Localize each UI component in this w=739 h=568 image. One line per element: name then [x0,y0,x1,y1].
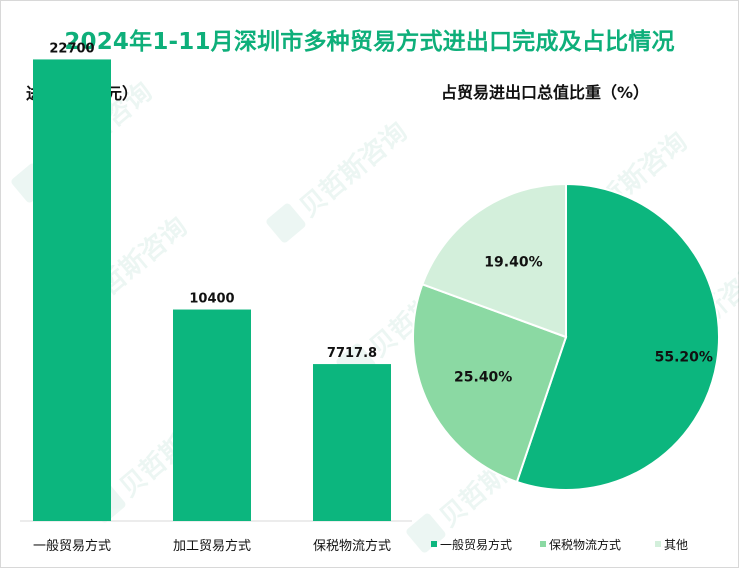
bar-category-label: 保税物流方式 [313,538,391,554]
bar-value-label: 7717.8 [327,346,377,361]
bar [313,364,391,521]
pie-slice [515,182,720,491]
pie-slice [412,282,568,484]
watermark-logo [266,203,306,243]
pie-value-label: 55.20% [655,349,713,365]
legend-label: 保税物流方式 [549,537,621,552]
pie-legend: 一般贸易方式 保税物流方式 其他 [431,537,688,552]
bar-category-label: 加工贸易方式 [173,538,251,554]
bar [33,59,111,521]
chart-title: 2024年1-11月深圳市多种贸易方式进出口完成及占比情况 [64,29,675,55]
bar-category-label: 一般贸易方式 [33,538,111,554]
pie-slice [421,182,567,339]
pie-chart-subtitle: 占贸易进出口总值比重（%） [441,83,650,102]
legend-swatch [540,541,546,547]
legend-swatch [431,541,437,547]
bar-value-label: 22700 [49,41,94,56]
legend-swatch [655,541,661,547]
bar [173,309,251,521]
legend-label: 一般贸易方式 [440,537,512,552]
pie-value-label: 25.40% [454,370,512,386]
legend-label: 其他 [664,538,688,552]
bar-value-label: 10400 [189,292,234,307]
pie-value-label: 19.40% [484,255,542,271]
